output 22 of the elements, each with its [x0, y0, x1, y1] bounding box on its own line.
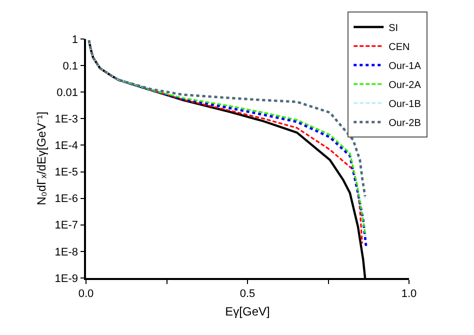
y-tick-label: 0.1: [62, 60, 78, 72]
legend-label: Our-1A: [388, 60, 422, 72]
line-series: [150, 89, 363, 244]
y-tick-label: 1E-8: [54, 246, 78, 258]
legend-label: Our-2B: [388, 118, 422, 129]
x-tick-label: 1.0: [401, 288, 417, 300]
y-axis-title: N₀dΓₓ/dEγ[GeV⁻¹]: [34, 112, 49, 206]
y-tick-label: 1E-4: [54, 140, 78, 152]
y-tick-label: 0.01: [56, 86, 78, 99]
x-tick-label: 0.5: [240, 288, 256, 300]
y-tick-label: 1E-3: [54, 114, 78, 126]
legend-label: Our-1B: [388, 98, 422, 110]
legend-label: Our-2A: [388, 80, 422, 91]
y-tick-label: 1E-9: [54, 272, 78, 285]
legend-label: CEN: [388, 42, 410, 53]
y-tick-label: 1: [72, 34, 78, 46]
y-tick-label: 1E-5: [54, 166, 78, 179]
y-tick-label: 1E-7: [54, 220, 78, 232]
x-axis-title: Eγ[GeV]: [225, 304, 270, 318]
legend-label: SI: [388, 22, 398, 34]
y-tick-label: 1E-6: [54, 193, 78, 206]
x-tick-label: 0.0: [78, 288, 94, 300]
